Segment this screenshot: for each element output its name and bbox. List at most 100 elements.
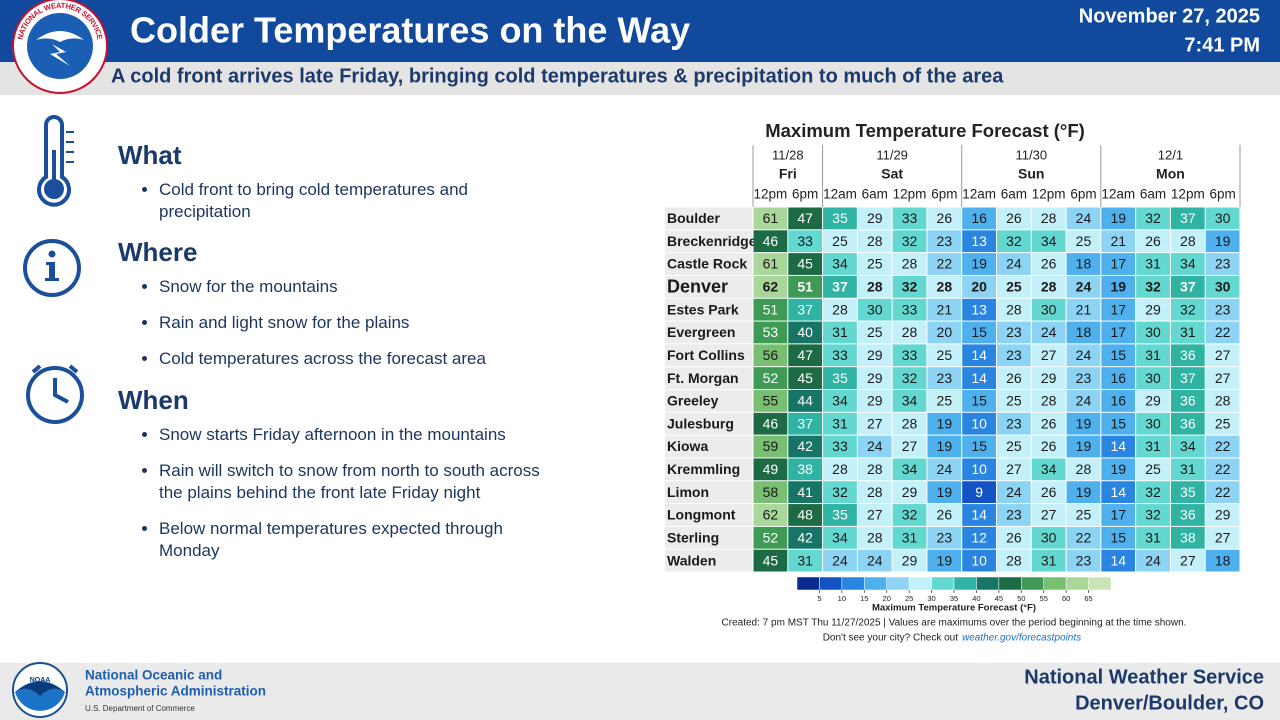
temp-cell bbox=[892, 207, 927, 230]
temp-value: 19 bbox=[1076, 415, 1092, 431]
temp-cell bbox=[1066, 526, 1101, 549]
color-bar-segment bbox=[976, 576, 1000, 591]
temp-cell bbox=[857, 230, 892, 253]
temp-value: 28 bbox=[1041, 279, 1057, 295]
temp-value: 17 bbox=[1110, 301, 1126, 317]
temp-cell bbox=[1031, 321, 1066, 344]
temp-value: 14 bbox=[971, 507, 987, 523]
temp-cell bbox=[1205, 344, 1240, 367]
temp-cell bbox=[892, 412, 927, 435]
temp-cell bbox=[1031, 275, 1066, 298]
temp-cell bbox=[1205, 504, 1240, 526]
temp-value: 27 bbox=[1006, 461, 1022, 477]
city-name: Sterling bbox=[667, 529, 719, 545]
temp-value: 24 bbox=[1076, 279, 1092, 295]
temp-value: 23 bbox=[1215, 301, 1231, 317]
temp-cell bbox=[1170, 344, 1205, 367]
thermometer-icon bbox=[37, 115, 74, 207]
temp-value: 61 bbox=[763, 256, 779, 272]
temp-value: 28 bbox=[902, 415, 918, 431]
city-cell bbox=[665, 298, 752, 321]
temp-value: 35 bbox=[1180, 484, 1196, 500]
temp-value: 28 bbox=[1006, 552, 1022, 568]
temp-cell bbox=[823, 390, 857, 412]
temp-value: 25 bbox=[937, 347, 953, 363]
temp-cell bbox=[1066, 207, 1101, 230]
temp-value: 19 bbox=[1110, 279, 1126, 295]
temp-cell bbox=[927, 390, 962, 412]
temp-value: 24 bbox=[937, 461, 953, 477]
temp-value: 34 bbox=[1041, 233, 1057, 249]
temp-cell bbox=[962, 253, 996, 275]
temp-cell bbox=[927, 321, 962, 344]
temp-cell bbox=[1066, 298, 1101, 321]
color-bar-segment bbox=[1043, 576, 1067, 591]
temp-cell bbox=[1031, 344, 1066, 367]
temp-value: 28 bbox=[1006, 301, 1022, 317]
temp-value: 25 bbox=[867, 256, 883, 272]
temp-value: 23 bbox=[1006, 324, 1022, 340]
temp-value: 27 bbox=[867, 415, 883, 431]
temp-cell bbox=[892, 481, 927, 504]
temp-value: 23 bbox=[937, 370, 953, 386]
temp-value: 47 bbox=[797, 210, 813, 226]
temp-value: 23 bbox=[1215, 256, 1231, 272]
city-cell bbox=[665, 549, 752, 572]
temp-value: 37 bbox=[797, 415, 813, 431]
temp-value: 19 bbox=[971, 256, 987, 272]
temp-value: 24 bbox=[1076, 210, 1092, 226]
temp-value: 19 bbox=[1110, 461, 1126, 477]
temp-cell bbox=[1205, 481, 1240, 504]
temp-cell bbox=[823, 207, 857, 230]
temp-value: 19 bbox=[1110, 210, 1126, 226]
temp-cell bbox=[927, 549, 962, 572]
table-title: Maximum Temperature Forecast (°F) bbox=[765, 120, 1085, 141]
temp-value: 25 bbox=[1006, 279, 1022, 295]
temp-value: 21 bbox=[1110, 233, 1126, 249]
temp-cell bbox=[857, 526, 892, 549]
temp-cell bbox=[1170, 230, 1205, 253]
temp-cell bbox=[892, 344, 927, 367]
temp-cell bbox=[1031, 504, 1066, 526]
temp-value: 53 bbox=[763, 324, 779, 340]
city-name: Ft. Morgan bbox=[667, 370, 739, 386]
temp-cell bbox=[1136, 504, 1170, 526]
city-cell bbox=[665, 435, 752, 458]
temp-cell bbox=[962, 412, 996, 435]
bullet-list: Snow starts Friday afternoon in the moun… bbox=[118, 424, 558, 562]
temp-value: 28 bbox=[867, 233, 883, 249]
temp-cell bbox=[1136, 321, 1170, 344]
temp-cell bbox=[997, 549, 1031, 572]
department: U.S. Department of Commerce bbox=[85, 704, 195, 713]
temp-value: 42 bbox=[797, 529, 813, 545]
time-label: 12am bbox=[823, 187, 857, 202]
temp-cell bbox=[1205, 390, 1240, 412]
temp-value: 45 bbox=[763, 552, 779, 568]
temp-cell bbox=[927, 298, 962, 321]
temp-value: 46 bbox=[763, 233, 779, 249]
temp-cell bbox=[1136, 458, 1170, 481]
temp-cell bbox=[1136, 526, 1170, 549]
temp-cell bbox=[962, 344, 996, 367]
time-label: 12am bbox=[962, 187, 996, 202]
temp-value: 31 bbox=[1041, 552, 1057, 568]
temp-value: 31 bbox=[1145, 438, 1161, 454]
temp-value: 28 bbox=[867, 279, 883, 295]
city-name: Boulder bbox=[667, 210, 720, 226]
city-cell bbox=[665, 481, 752, 504]
time-label: 6pm bbox=[1070, 187, 1096, 202]
temp-value: 33 bbox=[902, 210, 918, 226]
temp-cell bbox=[1170, 321, 1205, 344]
temp-value: 27 bbox=[867, 507, 883, 523]
temp-value: 36 bbox=[1180, 393, 1196, 409]
temp-value: 22 bbox=[1215, 438, 1231, 454]
day-date: 11/28 bbox=[772, 147, 804, 162]
temp-value: 20 bbox=[937, 324, 953, 340]
temp-value: 48 bbox=[797, 507, 813, 523]
temp-cell bbox=[997, 390, 1031, 412]
time-label: 6am bbox=[1001, 187, 1027, 202]
section: When Snow starts Friday afternoon in the … bbox=[118, 385, 558, 576]
temp-value: 28 bbox=[867, 529, 883, 545]
temp-value: 52 bbox=[763, 529, 779, 545]
temp-cell bbox=[997, 207, 1031, 230]
